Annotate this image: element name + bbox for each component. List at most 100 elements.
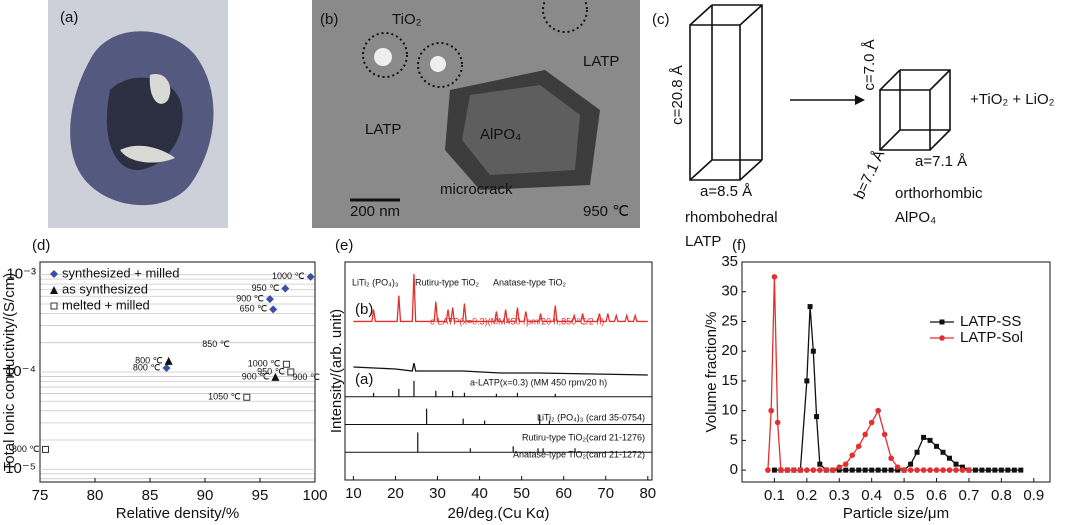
x-tick-label: 0.5: [894, 487, 915, 504]
marker: [927, 437, 933, 443]
marker: [784, 467, 791, 473]
x-axis-label: Particle size/μm: [843, 505, 949, 522]
series-line: [353, 273, 648, 323]
x-tick-label: 75: [32, 487, 49, 504]
legend-label: LATP-Sol: [960, 329, 1023, 346]
marker: [771, 274, 778, 280]
tio2-particle: [374, 48, 392, 66]
marker: [985, 467, 991, 473]
series-line: [353, 362, 648, 376]
x-tick-label: 100: [302, 487, 327, 504]
scale-label: 200 nm: [350, 203, 400, 220]
plot-frame: [344, 261, 653, 481]
orthorhombic-cell: [879, 69, 951, 151]
marker: [164, 356, 173, 365]
marker: [914, 467, 920, 473]
marker: [306, 272, 315, 281]
panel-label: (e): [335, 237, 353, 254]
marker: [804, 378, 810, 384]
tio2-particle: [430, 56, 446, 72]
marker: [771, 467, 777, 473]
marker: [842, 461, 849, 467]
annotation: 850 ℃: [202, 339, 230, 349]
point-label: 800 ℃: [133, 362, 161, 372]
lattice-b: b=7.1 Å: [851, 148, 888, 202]
x-tick-label: 95: [252, 487, 269, 504]
x-tick-label: 40: [471, 485, 488, 502]
y-tick-label: 25: [721, 312, 738, 329]
marker: [836, 467, 842, 473]
marker: [1011, 467, 1017, 473]
rhombohedral-cell: [689, 4, 763, 181]
trace-tag: (a): [355, 371, 373, 388]
panel-c: (c) c=20.8 Å a=8.5 Å rhombohedral LATP c…: [652, 4, 1055, 250]
marker: [992, 467, 998, 473]
x-tick-label: 10: [345, 485, 362, 502]
plot-frame: [741, 261, 1051, 483]
point-label: 900 ℃: [242, 371, 270, 381]
x-tick-label: 0.2: [796, 487, 817, 504]
x-tick-label: 70: [597, 485, 614, 502]
y-tick-label: 20: [721, 342, 738, 359]
panel-label: (d): [32, 237, 50, 254]
annotation: 900 ℃: [292, 372, 320, 382]
marker: [243, 393, 251, 401]
temperature-label: 950 ℃: [583, 203, 629, 220]
marker: [843, 467, 849, 473]
marker: [907, 467, 914, 473]
point-label: 800 ℃: [135, 355, 163, 365]
point-label: 1000 ℃: [248, 359, 281, 369]
x-tick-label: 0.4: [861, 487, 882, 504]
panel-label: (a): [60, 9, 78, 26]
marker: [791, 467, 797, 473]
y-tick-label: 30: [721, 283, 738, 300]
marker: [849, 467, 855, 473]
annotation: TiO₂: [392, 11, 422, 28]
marker: [804, 467, 810, 473]
lattice-c: c=20.8 Å: [669, 65, 686, 125]
marker: [868, 419, 875, 426]
legend-marker: [50, 302, 58, 310]
x-axis-label: 2θ/deg.(Cu Kα): [447, 505, 549, 522]
byproducts: +TiO₂ + LiO₂: [970, 91, 1055, 108]
marker: [765, 467, 771, 473]
marker: [814, 414, 820, 420]
marker: [894, 464, 901, 470]
annotation: AlPO₄: [480, 126, 521, 143]
y-tick-label: 35: [721, 253, 738, 270]
panel-b: (b) TiO₂ LATP LATP AlPO₄ microcrack 200 …: [312, 0, 640, 228]
trace-tag: (b): [355, 301, 373, 318]
y-tick-label: 10⁻⁴: [5, 363, 36, 380]
legend-marker: [50, 270, 58, 278]
x-axis-label: Relative density/%: [116, 505, 239, 522]
annotation: LATP: [583, 53, 619, 70]
marker: [940, 449, 946, 455]
point-label: 950 ℃: [257, 366, 285, 376]
marker: [966, 467, 972, 473]
marker: [829, 467, 836, 473]
trace-name: c-LATP(x=0.3)(MM450 rpm/20 h,850℃/2 h): [430, 316, 604, 326]
marker: [959, 467, 966, 473]
lattice-c: c=7.0 Å: [861, 39, 878, 90]
x-tick-label: 60: [555, 485, 572, 502]
marker: [998, 467, 1004, 473]
x-tick-label: 0.9: [1023, 487, 1044, 504]
x-tick-label: 0.3: [829, 487, 850, 504]
marker: [901, 467, 907, 473]
structure-name: orthorhombic: [895, 185, 983, 202]
marker: [862, 467, 868, 473]
legend-label: melted + milled: [62, 297, 150, 312]
marker: [774, 419, 781, 426]
x-tick-label: 0.7: [959, 487, 980, 504]
y-axis-label: Volume fraction/%: [703, 312, 720, 433]
marker: [856, 467, 862, 473]
marker: [908, 461, 914, 467]
point-label: 900 ℃: [236, 294, 264, 304]
x-tick-label: 80: [87, 487, 104, 504]
marker: [953, 467, 959, 473]
marker: [934, 443, 940, 449]
marker: [972, 467, 978, 473]
reference-name: Anatase-type TiO₂(card 21-1272): [513, 449, 645, 459]
legend-label: synthesized + milled: [62, 265, 179, 280]
arrow-head: [855, 95, 865, 105]
